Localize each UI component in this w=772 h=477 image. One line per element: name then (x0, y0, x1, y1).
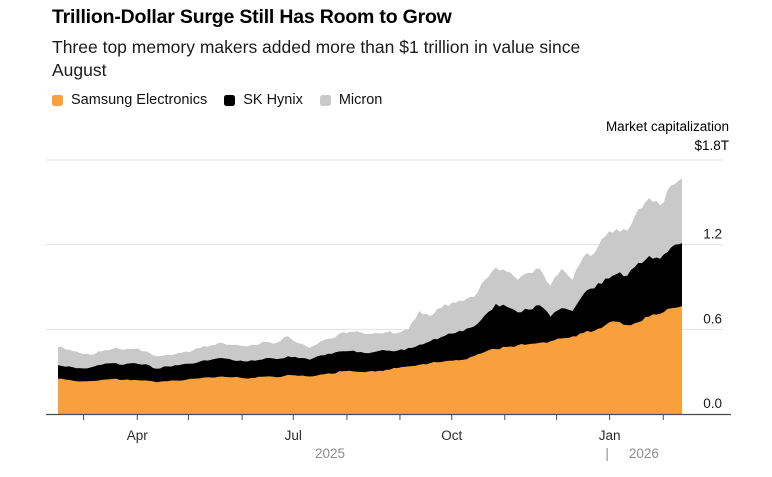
legend: Samsung Electronics SK Hynix Micron (52, 92, 382, 108)
legend-item-samsung: Samsung Electronics (52, 92, 207, 108)
y-axis-max-label: $1.8T (694, 138, 729, 153)
chart-subtitle: Three top memory makers added more than … (52, 36, 580, 81)
area-samsung (58, 306, 682, 414)
legend-item-sk-hynix: SK Hynix (224, 92, 303, 108)
year-label-2026: 2026 (629, 446, 659, 461)
legend-item-micron: Micron (319, 92, 383, 108)
year-label-2025: 2025 (315, 446, 345, 461)
chart-subtitle-line1: Three top memory makers added more than … (52, 37, 581, 57)
legend-label-micron: Micron (338, 92, 383, 108)
legend-label-sk-hynix: SK Hynix (243, 92, 303, 108)
legend-label-samsung: Samsung Electronics (71, 92, 208, 108)
chart-title: Trillion-Dollar Surge Still Has Room to … (52, 6, 452, 28)
x-tick-label: Jul (285, 428, 302, 443)
x-tick-label: Apr (127, 428, 149, 443)
y-tick-label: 0.6 (703, 311, 722, 326)
legend-swatch-samsung-icon (52, 94, 63, 106)
x-tick-label: Oct (441, 428, 462, 443)
y-tick-label: 1.2 (703, 227, 722, 242)
legend-swatch-micron-icon (319, 94, 331, 106)
y-axis-title: Market capitalization (605, 119, 729, 134)
chart-subtitle-line2: August (52, 59, 107, 80)
x-tick-label: Jan (599, 428, 621, 443)
y-axis-header: Market capitalization $1.8T (606, 117, 729, 155)
legend-swatch-sk-hynix-icon (224, 94, 236, 106)
year-divider: | (605, 446, 609, 461)
y-tick-label: 0.0 (703, 396, 722, 411)
